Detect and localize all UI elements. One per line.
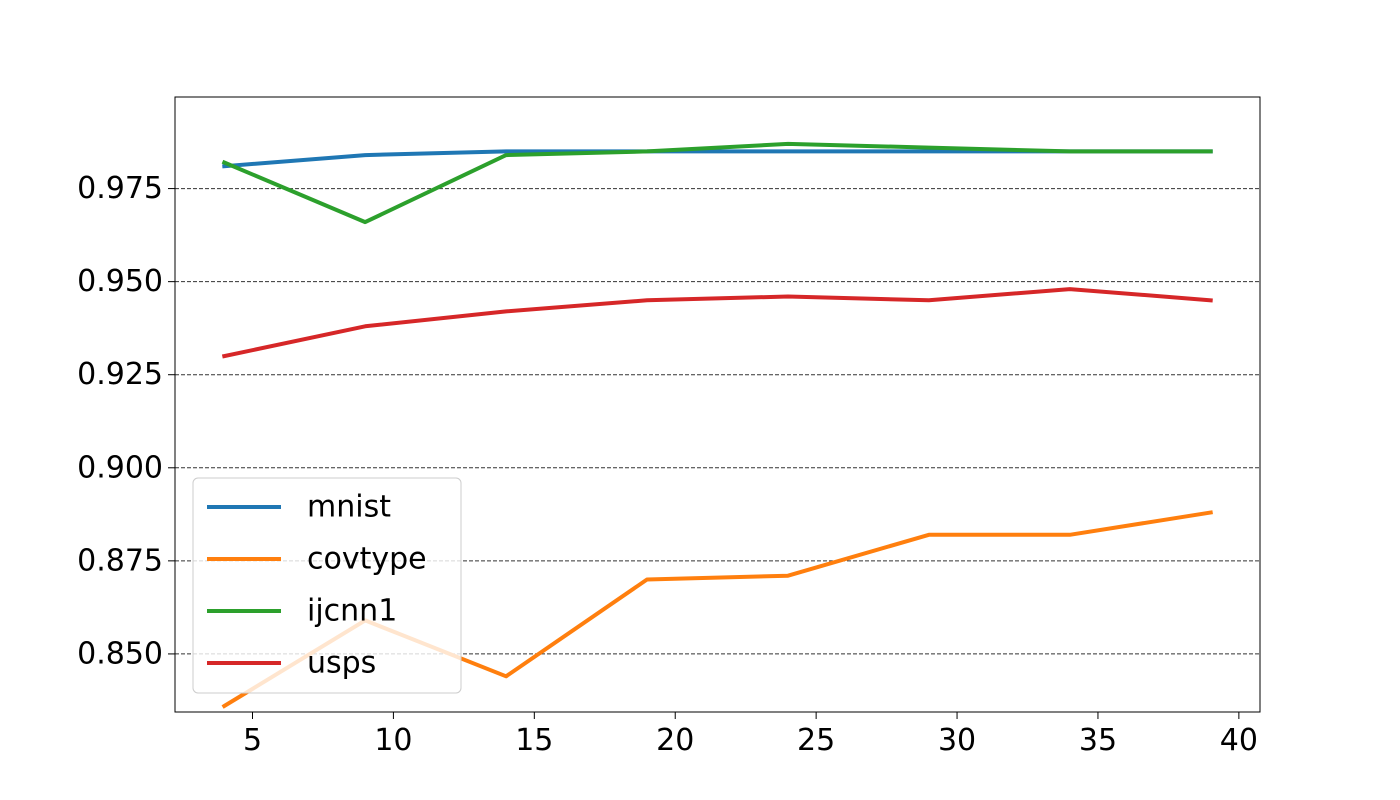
series-line-usps <box>221 287 1213 359</box>
y-tick-label: 0.850 <box>77 636 163 671</box>
legend-label-covtype: covtype <box>307 542 427 577</box>
x-tick-label: 30 <box>938 723 976 758</box>
y-tick-label: 0.875 <box>77 543 163 578</box>
x-tick-label: 40 <box>1220 723 1258 758</box>
legend-box <box>192 477 462 694</box>
y-tick-label: 0.975 <box>77 171 163 206</box>
legend-label-ijcnn1: ijcnn1 <box>307 594 397 629</box>
legend-label-mnist: mnist <box>307 490 391 525</box>
legend: mnist covtype ijcnn1 usps <box>192 477 462 694</box>
x-tick-label: 20 <box>656 723 694 758</box>
y-tick-label: 0.925 <box>77 357 163 392</box>
x-tick-label: 5 <box>243 723 262 758</box>
x-tick-label: 25 <box>797 723 835 758</box>
plot-frame <box>174 96 1261 713</box>
x-tick-label: 35 <box>1079 723 1117 758</box>
series-line-mnist <box>222 149 1213 169</box>
y-tick-label: 0.900 <box>77 450 163 485</box>
x-tick-label: 15 <box>515 723 553 758</box>
y-tick-label: 0.950 <box>77 264 163 299</box>
x-tick-label: 10 <box>374 723 412 758</box>
legend-label-usps: usps <box>307 646 376 681</box>
y-axis: 0.850 0.875 0.900 0.925 0.950 0.975 <box>77 171 175 671</box>
series-line-ijcnn1 <box>221 141 1213 225</box>
x-axis: 5 10 15 20 25 30 35 40 <box>243 712 1258 758</box>
